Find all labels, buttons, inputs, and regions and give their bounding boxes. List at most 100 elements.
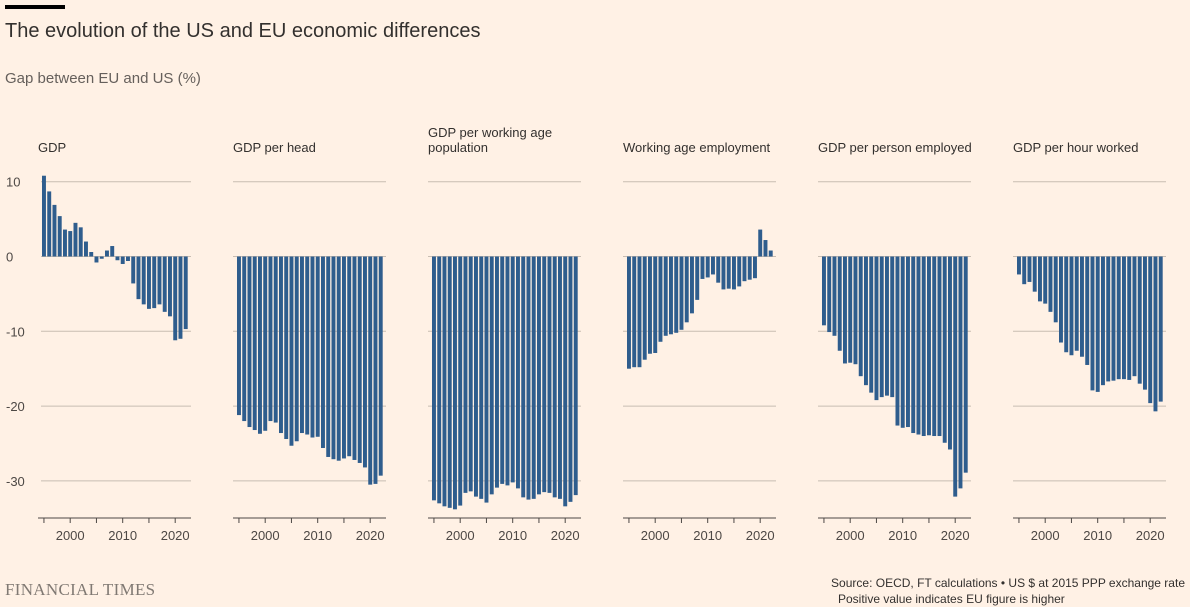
bar-2015	[732, 256, 736, 290]
bar-2012	[1106, 256, 1111, 382]
bar-1997	[637, 256, 642, 368]
bar-2017	[937, 256, 942, 437]
bar-2005	[484, 256, 489, 503]
bar-2015	[537, 256, 541, 495]
bar-1999	[453, 256, 457, 510]
bar-2000	[263, 256, 268, 431]
bar-1995	[627, 256, 631, 369]
bar-2022	[183, 256, 188, 330]
x-tick-label: 2000	[446, 528, 475, 543]
y-tick-label: -20	[6, 399, 25, 414]
bar-2013	[916, 256, 921, 435]
bar-2020	[953, 256, 958, 497]
x-tick-label: 2020	[161, 528, 190, 543]
bar-2009	[700, 256, 705, 279]
bar-2005	[874, 256, 879, 401]
bar-1996	[242, 256, 247, 422]
y-tick-label: -10	[6, 324, 25, 339]
bar-2001	[853, 256, 858, 365]
bar-2013	[331, 256, 336, 460]
bar-2018	[552, 256, 557, 498]
bar-2022	[378, 256, 383, 476]
bar-2005	[289, 256, 294, 446]
bar-2003	[474, 256, 478, 497]
bar-1999	[648, 256, 652, 354]
bar-2000	[1043, 256, 1048, 304]
bar-1995	[1017, 256, 1021, 275]
bar-2011	[126, 256, 130, 261]
bar-2002	[1053, 256, 1058, 323]
bar-2017	[352, 256, 357, 460]
bar-2000	[458, 256, 463, 506]
bar-2020	[1148, 256, 1153, 404]
bar-2008	[305, 256, 310, 435]
bar-2021	[373, 256, 378, 484]
x-tick-label: 2020	[1136, 528, 1165, 543]
bar-2021	[958, 256, 963, 489]
bar-2005	[1069, 256, 1074, 356]
bar-2005	[94, 256, 99, 263]
bar-2000	[653, 256, 658, 353]
x-tick-label: 2020	[356, 528, 385, 543]
x-tick-label: 2020	[746, 528, 775, 543]
bar-2006	[294, 256, 299, 442]
bar-2017	[547, 256, 552, 493]
bar-2001	[658, 256, 663, 342]
bar-1995	[432, 256, 436, 501]
bar-2012	[326, 256, 331, 457]
bar-2016	[152, 256, 157, 309]
bar-2021	[568, 256, 573, 502]
bar-2017	[742, 256, 747, 282]
bar-2002	[273, 256, 278, 423]
bar-2013	[721, 256, 726, 290]
source-note: Source: OECD, FT calculations • US $ at …	[831, 576, 1185, 590]
bar-2009	[1090, 256, 1095, 391]
bar-2006	[684, 256, 689, 323]
bar-2010	[705, 256, 710, 278]
bar-2022	[963, 256, 968, 473]
bar-2010	[900, 256, 905, 428]
bar-2011	[321, 256, 325, 448]
chart-title: The evolution of the US and EU economic …	[5, 20, 481, 42]
bar-2014	[921, 256, 926, 437]
bar-2007	[1080, 256, 1084, 357]
bar-1996	[437, 256, 442, 504]
bar-2016	[347, 256, 352, 457]
bar-2006	[1074, 256, 1079, 351]
bar-2008	[110, 246, 115, 257]
panel-title-3: population	[428, 140, 488, 155]
x-tick-label: 2010	[498, 528, 527, 543]
x-tick-label: 2000	[1031, 528, 1060, 543]
x-tick-label: 2010	[1083, 528, 1112, 543]
bar-2018	[357, 256, 362, 463]
bar-2008	[695, 256, 700, 300]
bar-1996	[1022, 256, 1027, 285]
bar-2013	[136, 256, 141, 300]
bar-2009	[115, 256, 120, 261]
bar-2007	[690, 256, 694, 314]
bar-2021	[763, 240, 768, 257]
bar-2022	[573, 256, 578, 496]
bar-2019	[558, 256, 562, 499]
bar-2018	[162, 256, 167, 312]
bar-2003	[669, 256, 673, 335]
bar-2010	[120, 256, 125, 264]
bar-2010	[1095, 256, 1100, 392]
bar-1998	[252, 256, 257, 431]
bar-2013	[526, 256, 531, 500]
bar-2004	[89, 252, 94, 257]
bar-2020	[563, 256, 568, 507]
bar-1997	[247, 256, 252, 428]
bar-2014	[531, 256, 536, 499]
bar-2016	[1127, 256, 1132, 380]
bar-1999	[1038, 256, 1042, 302]
bar-1997	[832, 256, 837, 336]
panel-title-3: GDP per working age	[428, 125, 552, 140]
x-tick-label: 2020	[551, 528, 580, 543]
panel-title-6: GDP per hour worked	[1013, 140, 1139, 155]
bar-2012	[521, 256, 526, 498]
bar-2011	[516, 256, 520, 489]
bar-1995	[822, 256, 826, 326]
bar-2006	[99, 256, 104, 259]
bar-2007	[885, 256, 889, 396]
